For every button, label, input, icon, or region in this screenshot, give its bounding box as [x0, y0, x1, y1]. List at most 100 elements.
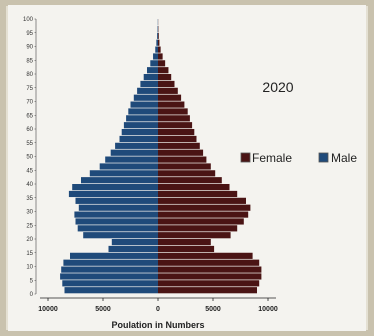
chart-title: 2020: [262, 79, 293, 95]
y-tick-label: 0: [30, 292, 34, 298]
male-bar: [78, 204, 158, 211]
male-bar: [156, 39, 158, 46]
male-bar: [123, 122, 158, 129]
female-bar: [158, 218, 244, 225]
female-bar: [158, 197, 246, 204]
female-bar: [158, 74, 172, 81]
male-bar: [137, 87, 158, 94]
female-bar: [158, 60, 166, 67]
female-bar: [158, 177, 222, 184]
bars-group: [60, 19, 262, 294]
male-bar: [121, 129, 158, 136]
female-bar: [158, 280, 260, 287]
male-bar: [155, 46, 158, 53]
y-tick-label: 20: [26, 237, 33, 243]
x-axis: 10000 5000 0 5000 10000: [38, 297, 278, 313]
y-tick-label: 75: [26, 86, 33, 92]
female-bar: [158, 190, 238, 198]
male-bar: [74, 211, 158, 218]
female-bar: [158, 94, 182, 101]
male-bar: [108, 245, 158, 253]
y-tick-label: 80: [26, 72, 33, 78]
male-bar: [64, 287, 158, 294]
legend-swatch-female: [240, 152, 251, 163]
x-tick-label: 10000: [258, 306, 278, 313]
female-bar: [158, 259, 260, 266]
x-tick-label: 5000: [205, 306, 221, 313]
y-tick-label: 30: [26, 210, 33, 216]
male-bar: [130, 101, 158, 108]
male-bar: [60, 273, 158, 280]
y-tick-label: 70: [26, 100, 33, 106]
female-bar: [158, 225, 238, 232]
y-tick-label: 25: [26, 223, 33, 229]
female-bar: [158, 129, 195, 136]
male-bar: [75, 218, 158, 225]
female-bar: [158, 53, 163, 60]
female-bar: [158, 156, 207, 163]
female-bar: [158, 39, 160, 46]
y-tick-label: 40: [26, 182, 33, 188]
female-bar: [158, 170, 216, 177]
y-tick-label: 65: [26, 113, 33, 119]
male-bar: [105, 156, 158, 163]
female-bar: [158, 135, 197, 143]
y-tick-label: 90: [26, 45, 33, 51]
male-bar: [63, 259, 158, 266]
y-tick-label: 50: [26, 155, 33, 161]
legend-swatch-male: [318, 152, 329, 163]
legend: Female Male: [240, 151, 357, 165]
male-bar: [115, 142, 158, 149]
female-bar: [158, 142, 200, 149]
male-bar: [147, 67, 158, 74]
legend-label-male: Male: [331, 151, 357, 165]
female-bar: [158, 32, 159, 39]
female-bar: [158, 232, 231, 239]
male-bar: [153, 53, 158, 60]
y-tick-label: 15: [26, 251, 33, 257]
y-tick-label: 45: [26, 168, 33, 174]
male-bar: [81, 177, 158, 184]
female-bar: [158, 122, 193, 129]
x-axis-label: Poulation in Numbers: [111, 320, 204, 330]
female-bar: [158, 108, 188, 115]
male-bar: [150, 60, 158, 67]
male-bar: [72, 184, 158, 191]
female-bar: [158, 87, 178, 94]
y-tick-label: 55: [26, 141, 33, 147]
male-bar: [68, 190, 158, 198]
male-bar: [61, 266, 159, 273]
y-tick-label: 85: [26, 58, 33, 64]
y-axis: 0 5 10 15 20 25 30 35 40 45 50 55 60 65 70 75 80 85 90 95 10…: [23, 17, 37, 298]
legend-label-female: Female: [252, 151, 292, 165]
male-bar: [133, 94, 158, 101]
male-bar: [143, 74, 158, 81]
x-tick-label: 10000: [38, 306, 58, 313]
male-bar: [126, 115, 158, 122]
y-tick-label: 10: [26, 265, 33, 271]
female-bar: [158, 245, 215, 253]
male-bar: [83, 232, 158, 239]
male-bar: [157, 32, 158, 39]
male-bar: [89, 170, 158, 177]
female-bar: [158, 211, 249, 218]
female-bar: [158, 252, 253, 259]
female-bar: [158, 204, 251, 211]
female-bar: [158, 115, 190, 122]
x-tick-label: 0: [156, 306, 160, 313]
male-bar: [75, 197, 158, 204]
y-tick-label: 95: [26, 31, 33, 37]
male-bar: [70, 252, 158, 259]
female-bar: [158, 46, 161, 53]
y-tick-label: 60: [26, 127, 33, 133]
female-bar: [158, 184, 230, 191]
x-tick-label: 5000: [95, 306, 111, 313]
male-bar: [119, 135, 158, 143]
female-bar: [158, 101, 185, 108]
female-bar: [158, 163, 211, 170]
male-bar: [110, 149, 158, 156]
male-bar: [77, 225, 158, 232]
male-bar: [128, 108, 158, 115]
female-bar: [158, 149, 204, 156]
